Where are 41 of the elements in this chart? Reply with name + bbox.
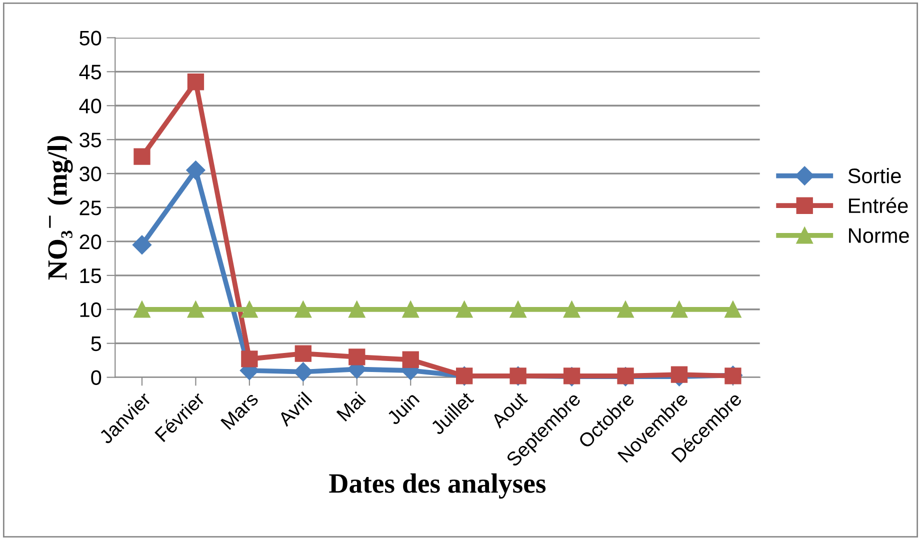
point [294, 301, 312, 318]
point [670, 366, 688, 383]
y-tick-label: 35 [80, 132, 102, 148]
point [617, 301, 634, 318]
y-axis-title: NO₃$^{−}$ (mg/l) [47, 136, 73, 280]
y-tick-label: 15 [80, 268, 102, 284]
point [348, 348, 366, 366]
y-tick-label: 40 [79, 98, 102, 114]
point [187, 301, 204, 318]
point [563, 301, 580, 318]
point [241, 301, 258, 318]
point [241, 350, 258, 368]
point [134, 301, 150, 318]
point [456, 301, 473, 318]
point [294, 362, 313, 382]
y-tick-label: 0 [91, 370, 102, 386]
x-tick-label: Mai [336, 391, 366, 422]
point [348, 301, 366, 318]
x-tick-label: Juin [386, 391, 420, 426]
point [724, 301, 742, 318]
point [294, 345, 312, 362]
point [134, 148, 150, 165]
point [724, 368, 742, 384]
y-tick-label: 30 [80, 166, 102, 182]
legend-label: Norme [849, 228, 909, 243]
x-axis-title: Dates des analyses [329, 473, 546, 499]
point [402, 301, 419, 318]
legend-label: Entrée [849, 198, 908, 214]
point [510, 301, 526, 318]
y-tick-label: 50 [80, 30, 102, 46]
point [132, 235, 152, 254]
y-tick-label: 25 [80, 200, 102, 216]
y-tick-label: 45 [79, 64, 102, 80]
y-tick-label: 5 [91, 336, 102, 352]
point [186, 160, 206, 180]
legend-label: Sortie [848, 168, 901, 184]
point [187, 74, 204, 90]
y-tick-label: 10 [80, 302, 102, 318]
y-tick-label: 20 [80, 234, 102, 250]
point [670, 301, 688, 318]
point [402, 351, 419, 368]
